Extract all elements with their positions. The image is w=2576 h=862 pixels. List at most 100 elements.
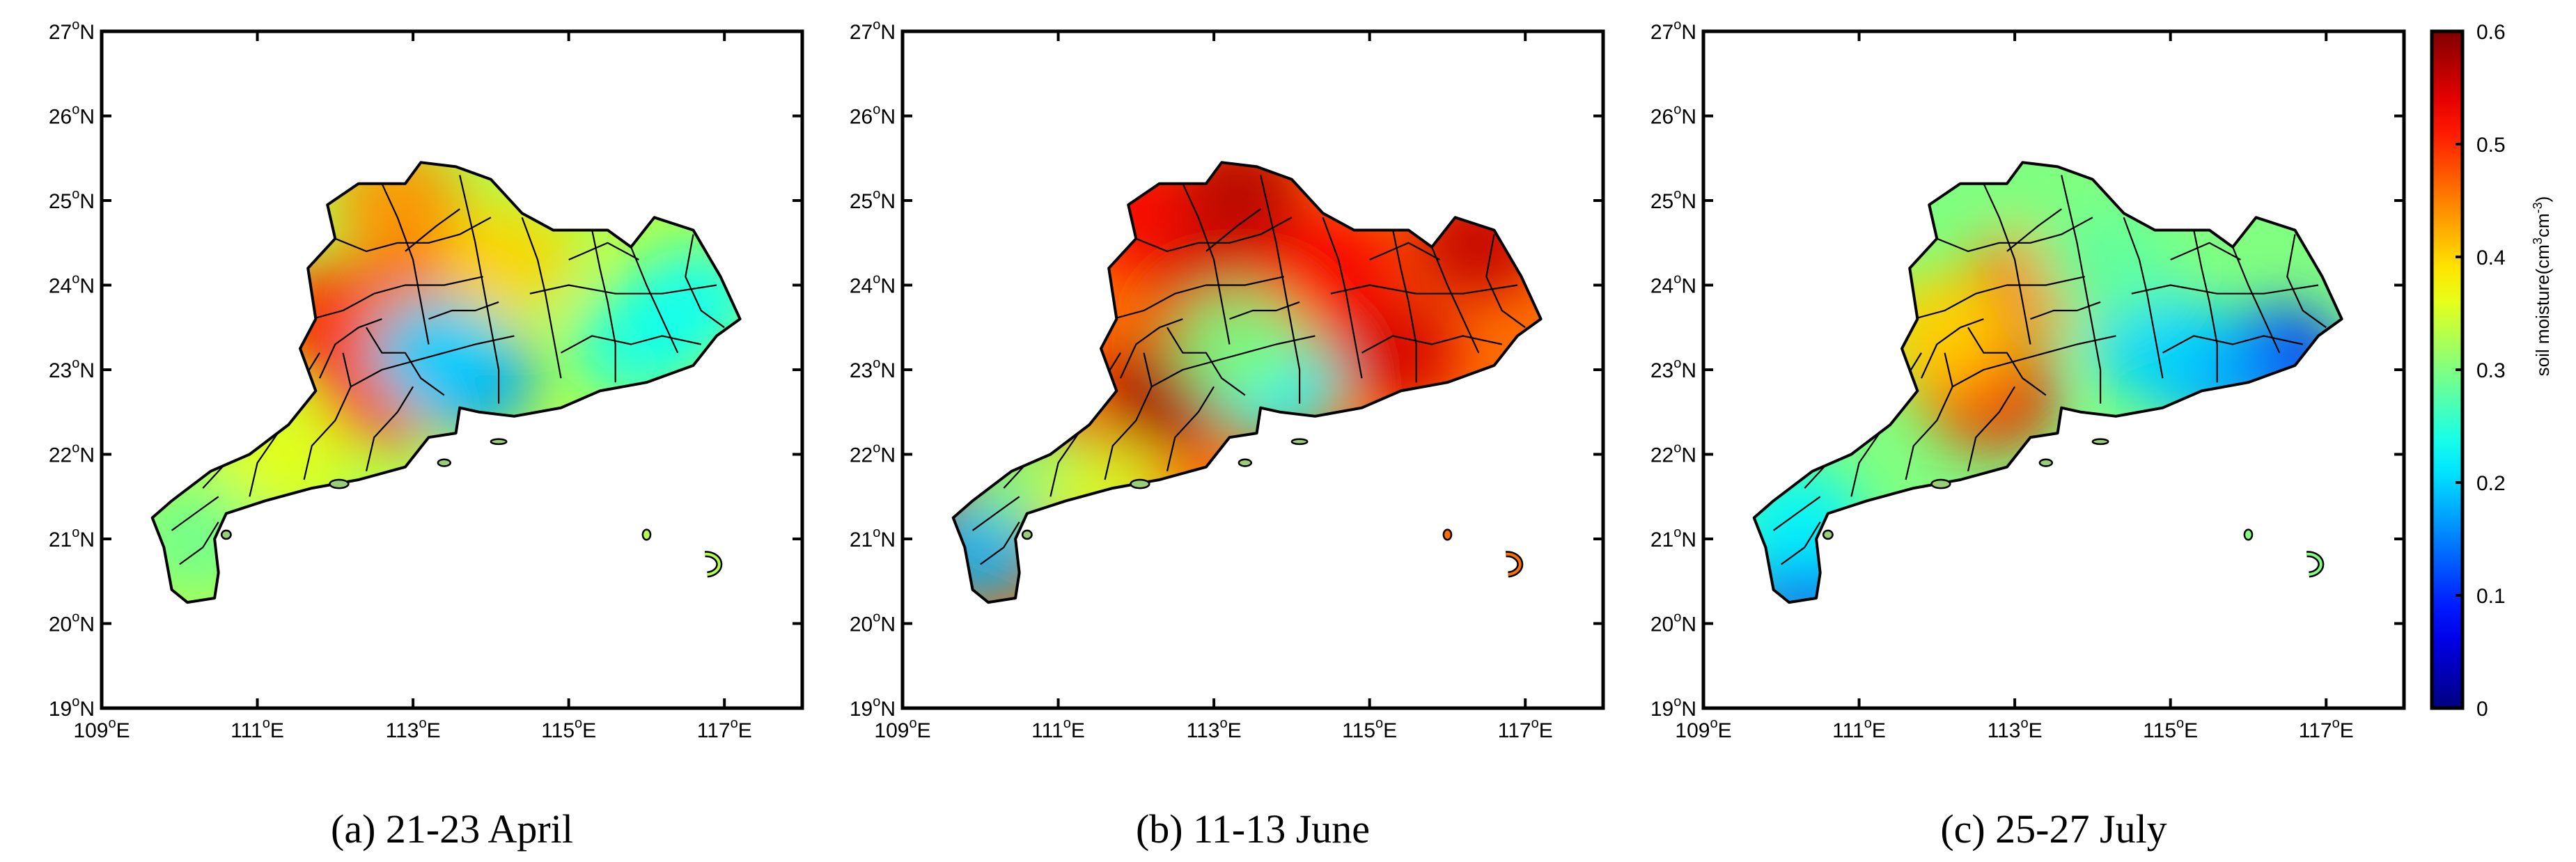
y-tick-label: 26oN	[850, 102, 896, 129]
county-border	[303, 352, 352, 480]
county-border	[1772, 496, 1821, 531]
x-tick-label: 117oE	[697, 716, 752, 742]
county-border	[1936, 217, 2093, 252]
colorbar-tick-label: 0.2	[2476, 472, 2506, 495]
map-panels: 109oE 111oE 113oE 115oE 117oE 19oN 20oN 21oN 22o…	[49, 17, 2406, 852]
colorbar-tick-label: 0.4	[2476, 246, 2506, 269]
county-border	[2131, 284, 2319, 295]
panel-caption: (a) 21-23 April	[331, 806, 573, 852]
island	[437, 458, 452, 467]
x-tick-label: 113oE	[386, 716, 441, 742]
county-border	[1260, 175, 1301, 404]
ring-island-fill	[2306, 552, 2323, 577]
county-border	[171, 496, 219, 531]
y-tick-label: 27oN	[850, 17, 896, 44]
island	[1442, 528, 1453, 541]
county-border	[1166, 386, 1215, 472]
y-tick-label: 23oN	[49, 356, 95, 382]
county-border	[1392, 230, 1417, 383]
y-tick-label: 25oN	[1650, 187, 1696, 213]
county-border	[1952, 335, 2116, 388]
y-tick-label: 21oN	[49, 525, 95, 551]
map-panel-a: 109oE 111oE 113oE 115oE 117oE 19oN 20oN 21oN 22o…	[49, 17, 804, 852]
x-tick-label: 111oE	[231, 716, 284, 742]
y-tick-label: 20oN	[1650, 610, 1696, 636]
county-border	[1104, 352, 1153, 480]
county-border	[2193, 230, 2218, 383]
county-border	[365, 386, 414, 472]
x-tick-label: 115oE	[541, 716, 596, 742]
y-tick-label: 19oN	[1650, 694, 1696, 721]
county-border	[521, 217, 562, 379]
county-border	[2030, 301, 2101, 320]
y-tick-label: 20oN	[850, 610, 896, 636]
y-tick-label: 22oN	[49, 441, 95, 467]
y-tick-label: 26oN	[49, 102, 95, 129]
x-tick-label: 111oE	[1031, 716, 1085, 742]
y-tick-label: 19oN	[49, 694, 95, 721]
county-border	[1330, 284, 1518, 295]
county-border	[1151, 335, 1316, 388]
county-border	[2162, 335, 2303, 354]
soil-moisture-field	[1754, 162, 2342, 603]
county-border	[381, 183, 430, 345]
island	[220, 529, 232, 540]
county-border	[1913, 276, 2085, 320]
county-border	[1920, 318, 1984, 379]
province-outline	[150, 161, 742, 604]
county-border	[2286, 234, 2327, 329]
county-border	[1112, 276, 1284, 320]
moisture-hotspot	[370, 297, 503, 409]
y-tick-label: 20oN	[49, 610, 95, 636]
county-border	[1229, 301, 1300, 320]
colorbar: 0 0.1 0.2 0.3 0.4 0.5 0.6 soil moisture(cm3cm-…	[2430, 21, 2553, 721]
island	[1130, 478, 1150, 489]
moisture-hotspot	[1171, 288, 1304, 400]
y-tick-label: 21oN	[1650, 525, 1696, 551]
county-border	[1983, 183, 2031, 345]
county-border	[529, 284, 717, 295]
county-border	[1905, 352, 1953, 480]
x-tick-label: 117oE	[2299, 716, 2354, 742]
province-outline	[951, 161, 1543, 604]
county-border	[2061, 175, 2102, 404]
island	[1290, 438, 1309, 446]
county-border	[971, 496, 1020, 531]
moisture-hotspot	[1038, 441, 1171, 553]
y-tick-label: 19oN	[850, 694, 896, 721]
island	[1930, 478, 1951, 489]
island	[2243, 528, 2254, 541]
y-tick-label: 22oN	[1650, 441, 1696, 467]
island	[329, 478, 350, 489]
moisture-hotspot	[2042, 212, 2175, 324]
moisture-hotspot	[152, 483, 262, 595]
moisture-hotspot	[214, 398, 348, 510]
x-tick-label: 115oE	[1342, 716, 1397, 742]
y-tick-label: 21oN	[850, 525, 896, 551]
county-border	[2006, 208, 2062, 252]
island	[1021, 529, 1033, 540]
county-border	[334, 217, 492, 252]
panel-caption: (b) 11-13 June	[1136, 806, 1370, 852]
colorbar-title: soil moisture(cm3cm-3)	[2531, 196, 2553, 377]
x-tick-label: 109oE	[1675, 716, 1731, 742]
county-border	[1967, 327, 2047, 396]
panel-caption: (c) 25-27 July	[1940, 806, 2167, 852]
county-border	[2123, 217, 2164, 379]
x-tick-label: 109oE	[874, 716, 930, 742]
ring-island-fill	[705, 552, 721, 577]
moisture-hotspot	[1054, 162, 1187, 265]
map-panel-b: 109oE 111oE 113oE 115oE 117oE 19oN 20oN 21oN 22o…	[850, 17, 1605, 852]
county-border	[1431, 246, 1480, 354]
moisture-hotspot	[627, 246, 740, 358]
x-tick-label: 109oE	[73, 716, 130, 742]
county-border	[459, 175, 500, 404]
county-border	[1361, 335, 1502, 354]
county-border	[2170, 242, 2241, 261]
county-border	[685, 234, 725, 329]
y-tick-label: 24oN	[49, 272, 95, 298]
county-border	[568, 242, 639, 261]
y-tick-label: 25oN	[850, 187, 896, 213]
map-panel-c: 109oE 111oE 113oE 115oE 117oE 19oN 20oN 21oN 22o…	[1650, 17, 2406, 852]
